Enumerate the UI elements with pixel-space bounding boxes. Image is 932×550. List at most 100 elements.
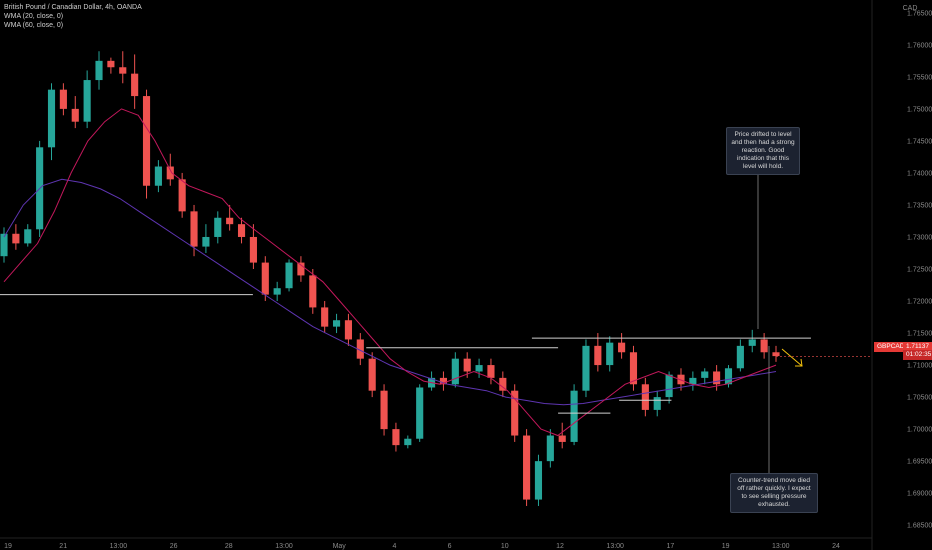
y-tick-label: 1.73500 (907, 202, 932, 209)
candle-body (47, 89, 56, 148)
candle-body (546, 435, 554, 462)
candle-body (107, 60, 115, 68)
candle-body (570, 390, 578, 442)
y-tick-label: 1.75500 (907, 74, 932, 81)
candle-body (451, 358, 459, 385)
candle-body (344, 320, 352, 340)
candle-body (772, 352, 780, 357)
candle-body (736, 345, 744, 369)
x-tick-label: 19 (722, 543, 730, 550)
x-tick-label: 13:00 (110, 543, 128, 550)
candle-body (558, 435, 566, 442)
candle-body (309, 275, 317, 308)
candle-body (641, 384, 649, 410)
candle-body (392, 429, 400, 446)
bar-countdown: 01:02:35 (903, 350, 932, 360)
candle-body (178, 179, 186, 212)
candle-body (713, 371, 721, 385)
x-tick-label: 17 (667, 543, 675, 550)
candle-body (71, 108, 79, 122)
x-tick-label: 26 (170, 543, 178, 550)
y-tick-label: 1.74000 (907, 170, 932, 177)
candle-body (416, 387, 424, 439)
candle-body (12, 233, 20, 244)
x-tick-label: 12 (556, 543, 564, 550)
y-tick-label: 1.72500 (907, 267, 932, 274)
candle-body (629, 352, 638, 385)
candle-body (760, 339, 768, 353)
candle-body (487, 365, 495, 378)
y-tick-label: 1.68500 (907, 523, 932, 530)
y-tick-label: 1.75000 (907, 106, 932, 113)
candle-body (534, 461, 543, 500)
candle-body (689, 377, 697, 385)
candle-body (582, 345, 590, 391)
y-tick-label: 1.71000 (907, 363, 932, 370)
candle-body (594, 345, 602, 366)
indicator-wma60-label[interactable]: WMA (60, close, 0) (4, 22, 64, 29)
candle-body (119, 67, 127, 74)
candle-body (131, 73, 139, 97)
projection-arrow (781, 348, 803, 367)
candle-body (95, 60, 103, 81)
candle-body (249, 236, 257, 263)
annotation-bottom-note[interactable]: Counter-trend move died off rather quick… (730, 473, 818, 513)
y-tick-label: 1.74500 (907, 138, 932, 145)
candle-body (321, 307, 329, 327)
candle-body (190, 211, 198, 247)
x-tick-label: 19 (4, 543, 12, 550)
candle-body (523, 435, 531, 500)
candle-body (618, 342, 626, 353)
candle-body (0, 233, 8, 257)
candle-body (368, 358, 376, 391)
candle-body (226, 217, 234, 225)
wma20-line (3, 108, 777, 437)
y-tick-label: 1.71500 (907, 331, 932, 338)
x-tick-label: 13:00 (275, 543, 293, 550)
candle-body (748, 339, 756, 346)
candle-body (202, 236, 210, 247)
candle-body (724, 368, 733, 385)
x-tick-label: 21 (59, 543, 67, 550)
x-tick-label: 28 (225, 543, 233, 550)
candle-body (380, 390, 388, 430)
candle-body (24, 229, 32, 244)
y-tick-label: 1.72000 (907, 299, 932, 306)
candle-body (463, 358, 471, 372)
candle-body (261, 262, 269, 295)
x-tick-label: 6 (448, 543, 452, 550)
annotation-top-note[interactable]: Price drifted to level and then had a st… (726, 127, 800, 175)
x-tick-label: May (333, 543, 347, 550)
candle-body (439, 377, 448, 385)
candle-body (511, 390, 519, 436)
y-tick-label: 1.73000 (907, 234, 932, 241)
candle-body (677, 374, 685, 385)
indicator-wma20-label[interactable]: WMA (20, close, 0) (4, 13, 64, 20)
candle-body (285, 262, 293, 289)
projection-arrowhead (795, 358, 803, 367)
candle-body (166, 166, 174, 180)
x-tick-label: 24 (832, 543, 840, 550)
symbol-tag: GBPCAD (874, 342, 908, 352)
candle-body (214, 217, 222, 237)
candle-body (154, 166, 162, 186)
candle-body (332, 320, 341, 327)
currency-label: CAD (903, 5, 918, 12)
chart-title: British Pound / Canadian Dollar, 4h, OAN… (4, 4, 142, 11)
y-tick-label: 1.69000 (907, 491, 932, 498)
candle-body (237, 224, 246, 237)
candle-body (59, 89, 67, 109)
y-tick-label: 1.70500 (907, 395, 932, 402)
x-tick-label: 13:00 (606, 543, 624, 550)
candle-body (273, 288, 281, 295)
candle-body (665, 374, 673, 398)
candle-body (653, 397, 661, 410)
y-tick-label: 1.76000 (907, 42, 932, 49)
candle-body (83, 80, 91, 122)
candle-body (142, 96, 151, 186)
current-price-tag: 1.71137 (903, 342, 932, 352)
x-tick-label: 10 (501, 543, 509, 550)
candle-body (475, 365, 483, 372)
candle-body (499, 377, 507, 391)
